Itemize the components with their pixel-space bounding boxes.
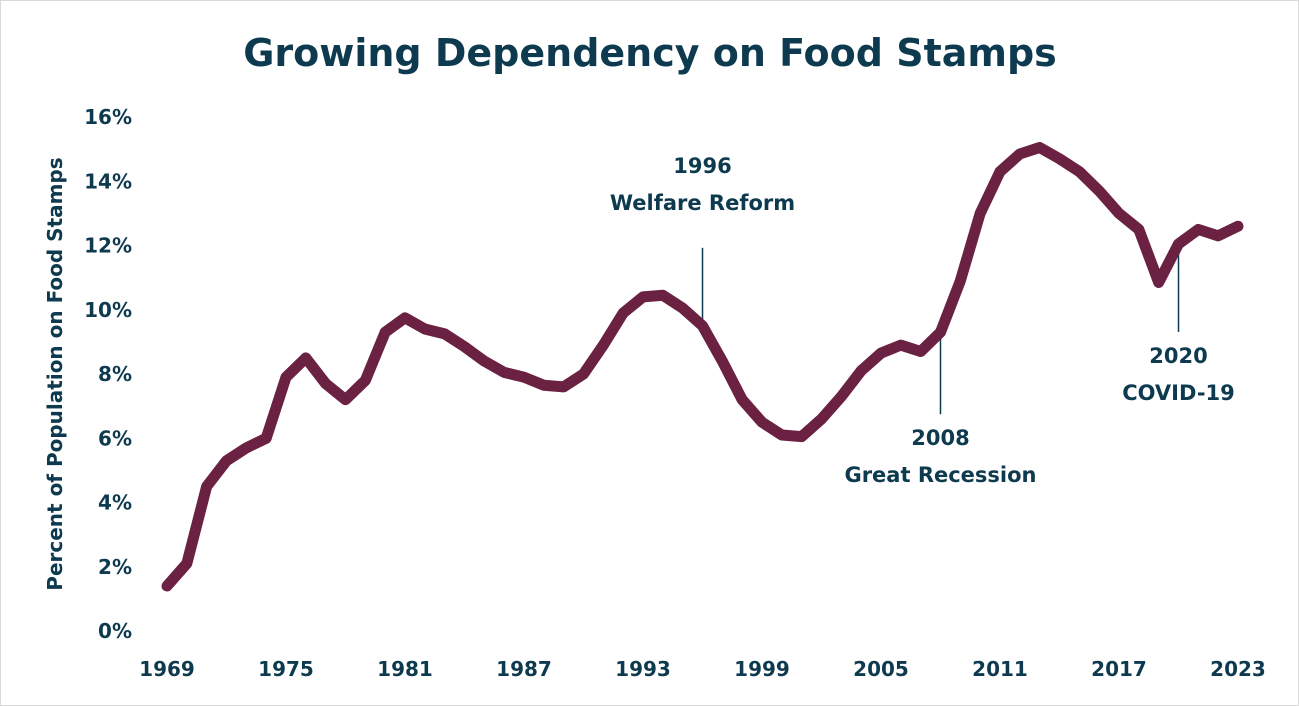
y-axis-label: Percent of Population on Food Stamps — [43, 157, 67, 590]
x-tick-label: 1999 — [734, 657, 790, 681]
x-tick-label: 2017 — [1091, 657, 1147, 681]
x-tick-label: 2005 — [853, 657, 909, 681]
x-tick-label: 1975 — [258, 657, 314, 681]
y-tick-label: 14% — [84, 169, 132, 193]
y-tick-label: 12% — [84, 234, 132, 258]
y-tick-label: 6% — [98, 426, 132, 450]
y-tick-label: 10% — [84, 298, 132, 322]
y-tick-label: 8% — [98, 362, 132, 386]
x-tick-label: 2011 — [972, 657, 1028, 681]
x-tick-label: 1969 — [139, 657, 195, 681]
y-tick-label: 16% — [84, 105, 132, 129]
chart-title: Growing Dependency on Food Stamps — [243, 31, 1057, 75]
annotation-event: Welfare Reform — [610, 191, 795, 215]
y-tick-label: 0% — [98, 619, 132, 643]
x-tick-label: 2023 — [1210, 657, 1266, 681]
x-tick-label: 1987 — [496, 657, 552, 681]
y-tick-label: 2% — [98, 555, 132, 579]
annotation-year: 2020 — [1149, 344, 1207, 368]
y-tick-label: 4% — [98, 491, 132, 515]
annotation-event: COVID-19 — [1122, 381, 1235, 405]
x-tick-label: 1993 — [615, 657, 671, 681]
annotation-year: 2008 — [911, 426, 969, 450]
annotation-event: Great Recession — [844, 463, 1036, 487]
annotation-year: 1996 — [673, 154, 731, 178]
x-tick-label: 1981 — [377, 657, 433, 681]
